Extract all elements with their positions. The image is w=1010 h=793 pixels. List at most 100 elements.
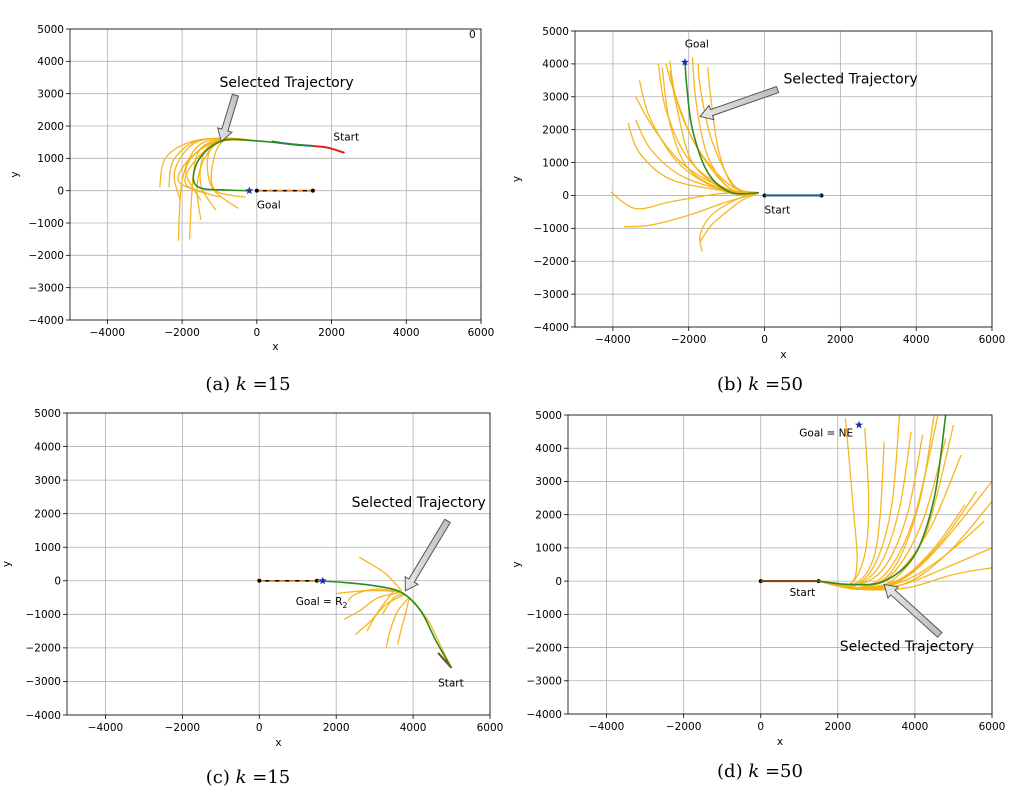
y-tick-label: −2000 <box>533 256 569 268</box>
panel-b: −4000 −2000 0 2000 4000 6000 −4000 −3000 −2000 −1… <box>511 26 1005 395</box>
subfigure-caption: (d) k =50 <box>717 761 803 782</box>
subfigure-caption: (b) k =50 <box>717 374 803 395</box>
y-tick-label: 4000 <box>34 441 61 453</box>
y-tick-label: −4000 <box>533 322 569 334</box>
waypoint-dot <box>257 578 262 583</box>
candidate-trajectory <box>206 139 257 209</box>
x-tick-label: −4000 <box>88 722 124 734</box>
y-tick-label: 0 <box>555 576 562 588</box>
axes-frame <box>66 412 491 716</box>
goal-star-marker <box>680 58 689 66</box>
plot-data <box>257 556 453 669</box>
y-tick-label: −2000 <box>28 250 64 262</box>
x-tick-label: −2000 <box>164 327 200 339</box>
y-tick-label: −1000 <box>28 218 64 230</box>
selected-trajectory-annotation: Selected Trajectory <box>352 495 486 511</box>
selected-trajectory <box>684 60 759 195</box>
selected-trajectory <box>818 415 947 586</box>
y-tick-label: −3000 <box>25 676 61 688</box>
axes-frame <box>574 30 993 328</box>
annotation-label: Goal = NE <box>799 428 853 440</box>
y-tick-label: −1000 <box>533 223 569 235</box>
candidate-trajectory <box>665 63 760 194</box>
x-tick-label: −4000 <box>90 327 126 339</box>
goal-star-marker <box>855 420 863 429</box>
x-tick-label: 2000 <box>824 721 851 733</box>
y-tick-label: 5000 <box>37 24 64 36</box>
x-tick-label: 4000 <box>902 721 929 733</box>
y-tick-label: −4000 <box>25 710 61 722</box>
candidate-trajectory <box>699 192 760 242</box>
x-axis-label: x <box>275 737 281 749</box>
x-tick-label: 6000 <box>979 334 1006 346</box>
candidate-trajectory <box>385 597 410 649</box>
y-tick-label: 2000 <box>37 121 64 133</box>
x-tick-label: 4000 <box>400 722 427 734</box>
y-axis-label: y <box>511 176 523 182</box>
y-tick-label: 3000 <box>34 475 61 487</box>
x-tick-label: 6000 <box>477 722 504 734</box>
y-tick-label: 1000 <box>542 157 569 169</box>
annotation-arrow <box>883 583 943 638</box>
y-axis-label: y <box>511 561 523 567</box>
candidate-trajectory <box>366 590 395 632</box>
y-tick-label: 0 <box>57 185 64 197</box>
y-tick-label: 2000 <box>542 124 569 136</box>
y-tick-label: −1000 <box>526 609 562 621</box>
x-tick-label: 2000 <box>323 722 350 734</box>
candidate-trajectory <box>397 597 410 645</box>
y-tick-label: 1000 <box>535 543 562 555</box>
candidate-trajectory <box>336 589 402 595</box>
candidate-trajectory <box>177 137 257 195</box>
candidate-trajectory <box>669 70 759 195</box>
y-tick-label: 2000 <box>34 508 61 520</box>
panel-d: −4000 −2000 0 2000 4000 6000 −4000 −3000 −2000 −1… <box>511 410 1005 782</box>
x-tick-label: 0 <box>761 334 768 346</box>
candidate-trajectory <box>818 434 924 588</box>
selected-trajectory-annotation: Selected Trajectory <box>219 75 353 91</box>
candidate-trajectory <box>638 80 759 195</box>
selected-trajectory-annotation: Selected Trajectory <box>840 639 974 655</box>
annotation-arrow <box>699 85 780 121</box>
candidate-trajectory <box>697 63 760 194</box>
plot-data <box>610 57 824 252</box>
x-tick-label: −4000 <box>589 721 625 733</box>
y-tick-label: 0 <box>562 190 569 202</box>
waypoint-dot <box>314 578 319 583</box>
annotation-arrow <box>216 93 240 143</box>
plot-data <box>159 137 345 241</box>
x-axis-label: x <box>780 349 786 361</box>
y-tick-label: 4000 <box>542 59 569 71</box>
y-tick-label: 3000 <box>535 476 562 488</box>
y-tick-label: 5000 <box>542 26 569 38</box>
candidate-trajectory <box>818 441 885 587</box>
x-tick-label: 6000 <box>979 721 1006 733</box>
panel-c: −4000 −2000 0 2000 4000 6000 −4000 −3000 −2000 −1… <box>1 408 503 788</box>
y-tick-label: 1000 <box>34 542 61 554</box>
start-segment <box>312 145 345 154</box>
annotation-arrow <box>404 518 451 592</box>
y-tick-label: −1000 <box>25 609 61 621</box>
x-tick-label: 6000 <box>468 327 495 339</box>
annotation-label: Goal = R2 <box>296 596 348 610</box>
x-tick-label: −2000 <box>165 722 201 734</box>
axes-frame <box>567 414 993 715</box>
x-tick-label: −2000 <box>666 721 702 733</box>
annotation-label: Goal <box>685 38 709 50</box>
y-tick-label: 3000 <box>542 92 569 104</box>
plot-data <box>758 415 992 591</box>
candidate-trajectory <box>818 500 992 591</box>
y-tick-label: −4000 <box>526 709 562 721</box>
panel-a: −4000 −2000 0 2000 4000 6000 −4000 −3000 −2000 −1… <box>9 24 494 395</box>
subfigure-caption: (c) k =15 <box>206 767 291 788</box>
x-tick-label: 4000 <box>393 327 420 339</box>
candidate-trajectory <box>699 192 760 252</box>
candidate-trajectory <box>358 556 403 592</box>
annotation-label: Start <box>333 132 359 144</box>
y-tick-label: −3000 <box>526 676 562 688</box>
x-tick-label: 2000 <box>827 334 854 346</box>
y-tick-label: −2000 <box>25 643 61 655</box>
y-axis-label: y <box>1 561 13 567</box>
y-tick-label: 5000 <box>535 410 562 422</box>
